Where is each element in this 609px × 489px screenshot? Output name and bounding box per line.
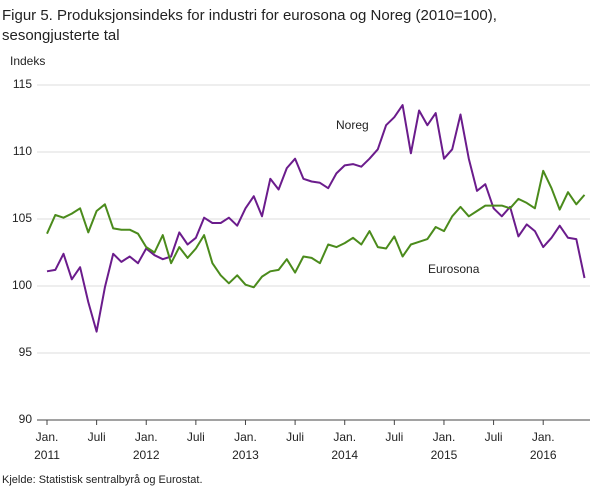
series-label: Noreg: [336, 118, 369, 132]
y-tick-label: 90: [19, 412, 33, 426]
source: Kjelde: Statistisk sentralbyrå og Eurost…: [2, 474, 203, 486]
year-label: 2016: [530, 448, 557, 462]
y-tick-label: 95: [19, 345, 33, 359]
chart-title: sesongjusterte tal: [2, 27, 120, 44]
x-tick-label: Jan.: [135, 430, 158, 444]
x-tick-label: Jan.: [433, 430, 456, 444]
y-axis-label: Indeks: [10, 54, 45, 68]
x-tick-label: Juli: [385, 430, 403, 444]
series-label: Eurosona: [428, 262, 480, 276]
x-tick-label: Jan.: [36, 430, 59, 444]
x-tick-label: Juli: [485, 430, 503, 444]
x-tick-label: Juli: [187, 430, 205, 444]
x-tick-label: Jan.: [532, 430, 555, 444]
year-label: 2013: [232, 448, 259, 462]
x-tick-label: Juli: [88, 430, 106, 444]
x-tick-label: Jan.: [234, 430, 257, 444]
series-line: [46, 169, 586, 289]
year-label: 2011: [34, 448, 60, 462]
x-tick-label: Jan.: [333, 430, 356, 444]
year-label: 2012: [133, 448, 160, 462]
y-tick-label: 100: [12, 278, 32, 292]
y-tick-label: 115: [13, 77, 32, 91]
chart-title: Figur 5. Produksjonsindeks for industri …: [2, 7, 497, 24]
series-line: [46, 104, 586, 333]
year-label: 2015: [431, 448, 458, 462]
year-label: 2014: [331, 448, 358, 462]
y-tick-label: 110: [13, 144, 32, 158]
x-tick-label: Juli: [286, 430, 304, 444]
y-tick-label: 105: [12, 211, 32, 225]
